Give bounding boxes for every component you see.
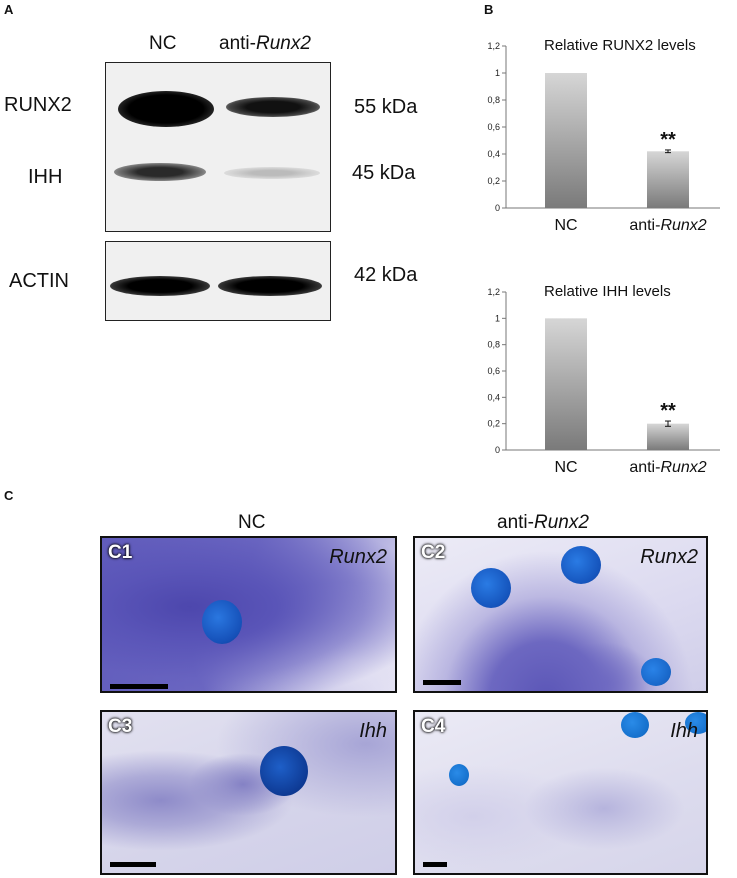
lane-label-nc: NC — [149, 33, 177, 54]
y-tick-label: 0,8 — [487, 340, 500, 350]
kda-label-runx2: 55 kDa — [354, 96, 418, 118]
panel-b-letter: B — [484, 2, 494, 17]
micrograph-c1-label: C1 — [108, 542, 133, 563]
y-tick-label: 0,2 — [487, 176, 500, 186]
bar-chart-runx2-svg: Relative RUNX2 levels 0 0,2 0,4 0,6 0,8 1 1,2 NC… — [487, 37, 720, 234]
micrograph-c2-gene: Runx2 — [640, 546, 698, 568]
stained-cell — [621, 712, 649, 738]
category-label: anti-Runx2 — [629, 459, 706, 472]
western-blot-actin — [105, 241, 331, 321]
stained-cell — [449, 764, 469, 786]
scale-bar — [423, 680, 461, 685]
y-tick-label: 0,8 — [487, 95, 500, 105]
stained-cell — [260, 746, 308, 796]
y-tick-label: 0 — [495, 445, 500, 455]
kda-label-ihh: 45 kDa — [352, 162, 416, 184]
micrograph-c4-label: C4 — [421, 716, 446, 737]
micrograph-c3-gene: Ihh — [359, 720, 387, 742]
y-tick-label: 1 — [495, 68, 500, 78]
stained-cell — [471, 568, 511, 608]
band-runx2-anti — [226, 97, 320, 117]
significance-marker: ** — [660, 400, 676, 422]
scale-bar — [110, 862, 156, 867]
stained-cell — [685, 712, 706, 734]
y-tick-label: 1,2 — [487, 41, 500, 51]
chart-title: Relative RUNX2 levels — [544, 37, 696, 54]
category-label: anti-Runx2 — [629, 217, 706, 234]
category-label: NC — [554, 459, 577, 472]
micrograph-c3-label: C3 — [108, 716, 133, 737]
significance-marker: ** — [660, 129, 676, 151]
y-tick-label: 0,4 — [487, 149, 500, 159]
panel-c-letter: C — [4, 488, 14, 503]
y-tick-label: 0,6 — [487, 122, 500, 132]
y-tick-label: 0,6 — [487, 366, 500, 376]
stained-cell — [561, 546, 601, 584]
micrograph-c1: C1 Runx2 — [100, 536, 397, 693]
micrograph-c2: C2 Runx2 — [413, 536, 708, 693]
western-blot-runx2-ihh — [105, 62, 331, 232]
category-label: NC — [554, 217, 577, 234]
micrograph-c3: C3 Ihh — [100, 710, 397, 875]
y-tick-label: 0,4 — [487, 392, 500, 402]
stained-cell — [202, 600, 242, 644]
y-tick-label: 1,2 — [487, 287, 500, 297]
scale-bar — [110, 684, 168, 689]
bar-chart-ihh-svg: Relative IHH levels 0 0,2 0,4 0,6 0,8 1 1,2 NC **… — [487, 283, 720, 472]
column-label-anti-runx2: anti-Runx2 — [497, 512, 589, 533]
bar-nc — [545, 318, 587, 450]
y-tick-label: 0 — [495, 203, 500, 213]
y-tick-label: 0,2 — [487, 419, 500, 429]
bar-anti-runx2 — [647, 423, 689, 450]
bar-nc — [545, 73, 587, 208]
band-ihh-anti — [224, 167, 320, 179]
micrograph-c1-gene: Runx2 — [329, 546, 387, 568]
micrograph-c4-gene: Ihh — [670, 720, 698, 742]
protein-label-actin: ACTIN — [9, 270, 69, 292]
kda-label-actin: 42 kDa — [354, 264, 418, 286]
chart-title: Relative IHH levels — [544, 283, 671, 300]
lane-label-anti-runx2: anti-Runx2 — [219, 33, 311, 54]
bar-chart-runx2: Relative RUNX2 levels 0 0,2 0,4 0,6 0,8 1 1,2 NC… — [470, 24, 737, 244]
micrograph-c2-label: C2 — [421, 542, 446, 563]
band-actin-nc — [110, 276, 210, 296]
band-actin-anti — [218, 276, 322, 296]
y-tick-label: 1 — [495, 313, 500, 323]
band-ihh-nc — [114, 163, 206, 181]
bar-chart-ihh: Relative IHH levels 0 0,2 0,4 0,6 0,8 1 1,2 NC **… — [470, 272, 737, 472]
panel-a-letter: A — [4, 2, 14, 17]
stained-cell — [641, 658, 671, 686]
micrograph-c4: C4 Ihh — [413, 710, 708, 875]
band-runx2-nc — [118, 91, 214, 127]
protein-label-runx2: RUNX2 — [4, 94, 72, 116]
column-label-nc: NC — [238, 512, 266, 533]
bar-anti-runx2 — [647, 151, 689, 208]
scale-bar — [423, 862, 447, 867]
protein-label-ihh: IHH — [28, 166, 63, 188]
